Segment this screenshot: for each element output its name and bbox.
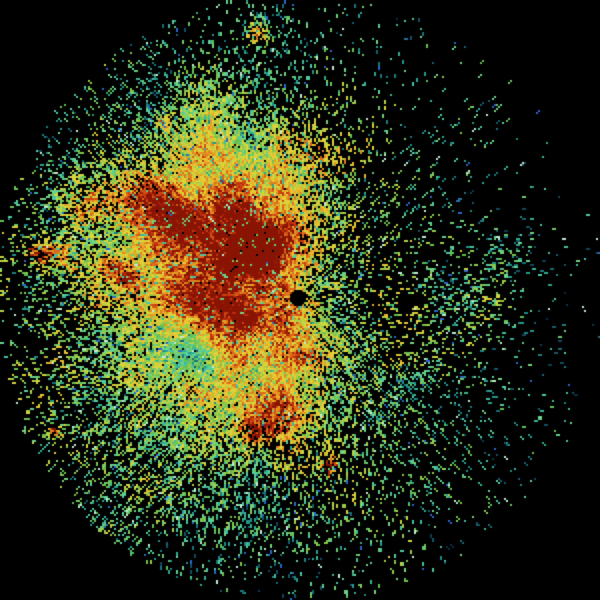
radar-reflectivity-canvas: [0, 0, 600, 600]
radar-display: [0, 0, 600, 600]
